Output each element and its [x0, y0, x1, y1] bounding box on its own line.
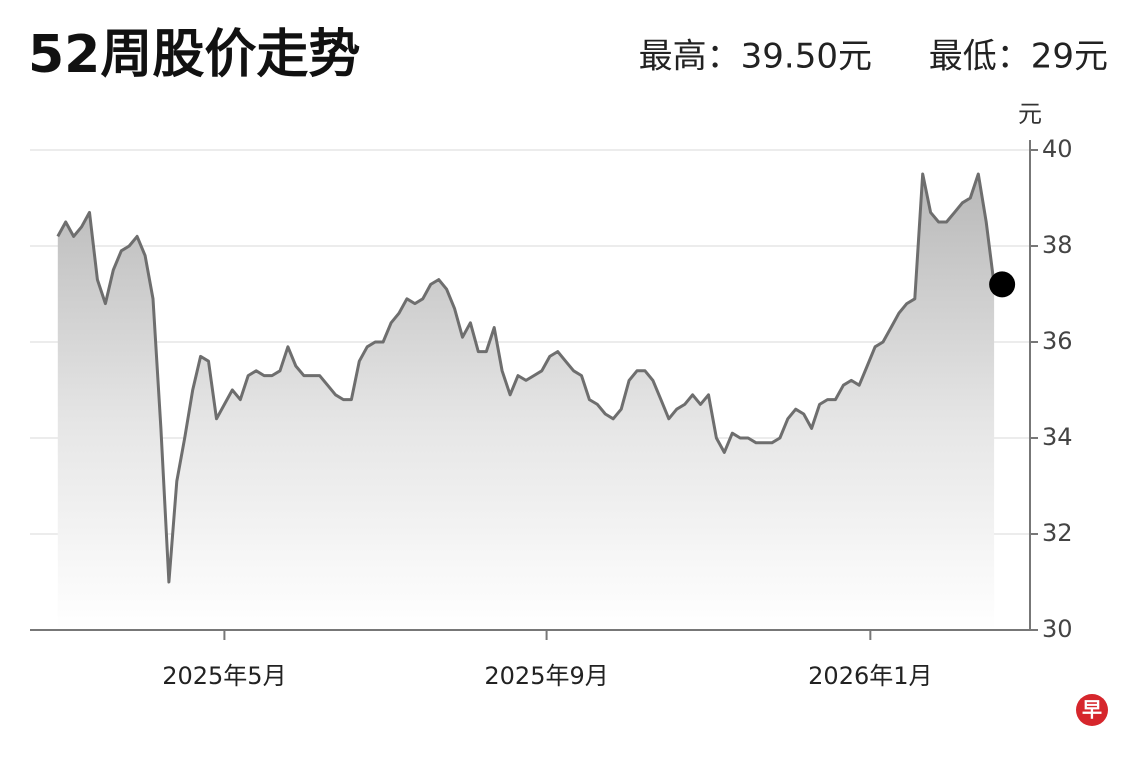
x-tick-label: 2025年9月 [484, 662, 608, 690]
y-tick-label: 34 [1042, 423, 1073, 451]
y-tick-label: 32 [1042, 519, 1073, 547]
x-tick-label: 2025年5月 [162, 662, 286, 690]
price-area [57, 174, 995, 630]
y-tick-label: 30 [1042, 615, 1073, 643]
high-annotation: 最高：39.50元 [639, 37, 872, 77]
logo-badge [1076, 694, 1108, 726]
last-price-dot [989, 271, 1016, 298]
y-tick-label: 38 [1042, 231, 1073, 259]
chart-title: 52周股价走势 [28, 25, 360, 85]
y-tick-label: 40 [1042, 135, 1073, 163]
logo: 早 [1082, 698, 1102, 722]
y-tick-label: 36 [1042, 327, 1073, 355]
low-annotation: 最低：29元 [929, 37, 1108, 77]
price-line [56, 172, 996, 584]
y-axis-unit: 元 [1018, 100, 1042, 128]
x-tick-label: 2026年1月 [808, 662, 932, 690]
